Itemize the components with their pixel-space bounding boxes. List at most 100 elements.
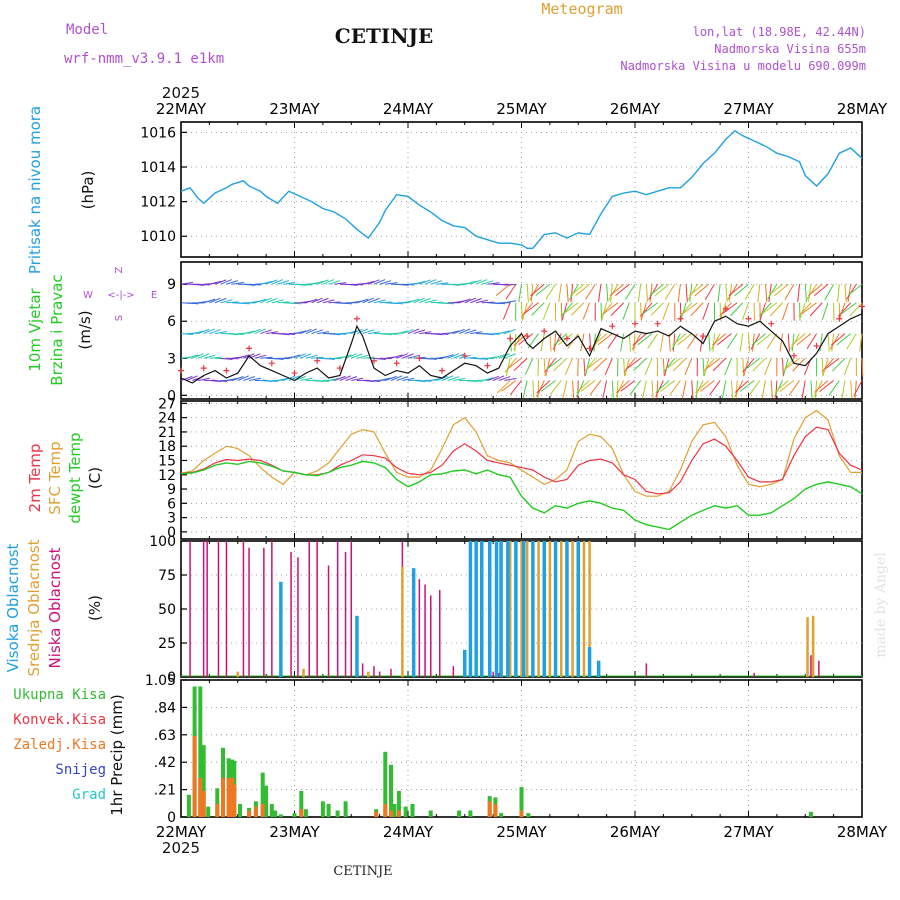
wind-arrow [609, 283, 624, 297]
wind-arrow [655, 380, 670, 394]
wind-arrow [814, 380, 829, 393]
wind-arrow [849, 302, 863, 317]
wind-arrow [322, 357, 335, 360]
wind-arrow [664, 283, 676, 300]
wind-arrow [642, 380, 647, 399]
precip-bar [260, 804, 265, 817]
wind-arrow [843, 358, 852, 376]
wind-dir-label: <-|-> [107, 290, 134, 301]
precip-bar [303, 809, 308, 817]
wind-arrow [197, 353, 210, 359]
wind-arrow [861, 358, 864, 377]
wind-arrow [600, 302, 613, 317]
wind-gust-mark [268, 360, 275, 367]
wind-arrow [677, 333, 693, 346]
x-tick-label-top: 28MAY [837, 100, 888, 118]
cloud-bar-srednja [236, 671, 239, 677]
cloud-bar-visoka [587, 647, 592, 677]
wind-arrow [305, 328, 318, 335]
wind-arrow [339, 375, 352, 381]
y-tick-label: .42 [154, 755, 176, 771]
wind-arrow [806, 283, 818, 300]
precip-bar [320, 801, 325, 817]
wind-arrow [782, 358, 784, 377]
wind-arrow [580, 380, 596, 392]
cloud-bar-visoka [355, 615, 359, 677]
wind-gust-mark [246, 345, 253, 352]
wind-arrow [487, 375, 499, 381]
wind-arrow [702, 302, 710, 320]
wind-arrow [649, 284, 653, 303]
y-tick-label: 18 [158, 439, 176, 455]
wind-arrow [766, 333, 778, 349]
footer-title: CETINJE [333, 864, 392, 879]
wind-arrow [660, 380, 676, 392]
wind-arrow [215, 379, 228, 382]
wind-arrow [339, 354, 352, 359]
wind-arrow [645, 284, 649, 303]
wind-arrow [265, 279, 278, 285]
wind-arrow [430, 280, 443, 285]
wind-arrow [647, 333, 659, 349]
precip-bar [230, 777, 235, 817]
precip-bar [457, 810, 462, 817]
precip-bar [215, 788, 220, 817]
wind-arrow [203, 354, 216, 359]
wind-arrow [728, 283, 744, 296]
wind-arrow [345, 283, 358, 286]
wind-arrow [592, 333, 607, 346]
wind-arrow [665, 357, 681, 370]
wind-arrow [690, 302, 704, 317]
wind-arrow [672, 333, 687, 346]
wind-arrow [633, 357, 647, 372]
wind-arrow [748, 380, 761, 396]
cloud-bar-srednja [525, 541, 529, 677]
wind-arrow [180, 281, 193, 285]
precip-bar [221, 777, 225, 817]
cloud-bar-niska [189, 541, 191, 677]
wind-arrow [300, 377, 313, 381]
wind-arrow [475, 279, 488, 285]
precip-bar [808, 811, 813, 817]
wind-arrow [583, 358, 586, 377]
wind-arrow [708, 333, 711, 352]
wind-arrow [271, 279, 284, 285]
wind-arrow [492, 375, 505, 381]
wind-arrow [209, 297, 221, 304]
cloud-bar-srednja [508, 541, 512, 677]
wind-arrow [390, 375, 403, 381]
wind-gust-mark [524, 333, 531, 340]
x-tick-label-bottom: 25MAY [496, 823, 547, 841]
wind-arrow [192, 353, 204, 359]
wind-arrow [691, 380, 694, 399]
wind-dir-label: W [83, 290, 93, 301]
wind-arrow [682, 302, 698, 314]
wind-arrow [824, 357, 840, 370]
cloud-bar-niska [452, 666, 455, 677]
wind-arrow [791, 333, 806, 346]
wind-arrow [522, 302, 528, 321]
cloud-bar-niska [753, 672, 755, 677]
year-bottom: 2025 [162, 839, 200, 857]
wind-arrow [379, 280, 392, 285]
precip-bar [487, 801, 492, 817]
wind-arrow [521, 302, 523, 321]
wind-arrow [545, 283, 556, 300]
cloud-bar-niska [327, 565, 330, 677]
cloud-bar-niska [297, 557, 299, 677]
cloud-bar-niska [424, 584, 426, 677]
wind-arrow [481, 333, 494, 336]
wind-arrow [441, 375, 454, 381]
wind-arrow [243, 283, 256, 286]
wind-arrow [531, 302, 545, 316]
wind-arrow [424, 279, 437, 285]
wind-arrow [688, 283, 704, 297]
wind-arrow [643, 302, 658, 314]
precip-legend-item: Zaledj.Kisa [13, 737, 106, 753]
wind-arrow [560, 302, 573, 317]
wind-arrow [577, 358, 579, 377]
wind-arrow [775, 380, 778, 399]
wind-arrow [537, 358, 540, 377]
wind-arrow [413, 379, 426, 383]
y-tick-label: 1010 [140, 229, 176, 245]
